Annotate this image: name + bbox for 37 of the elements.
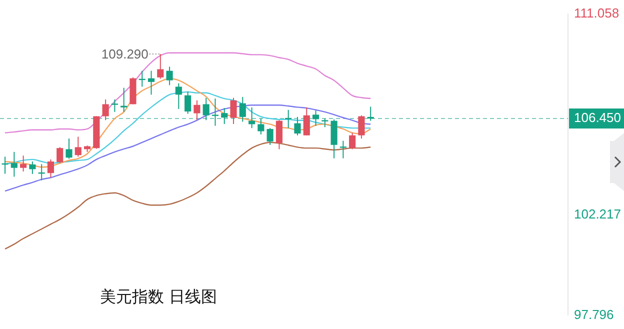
candlestick	[157, 53, 164, 80]
candlestick	[266, 128, 274, 146]
candlestick	[340, 140, 346, 159]
candlestick	[239, 96, 246, 122]
y-tick-label: 102.217	[574, 206, 621, 222]
candlestick	[212, 98, 219, 126]
candlestick	[148, 70, 155, 96]
candlestick	[120, 87, 128, 112]
candlestick	[20, 155, 27, 172]
candlestick	[358, 114, 365, 140]
candlestick	[56, 146, 64, 164]
y-tick-label: 111.058	[574, 5, 620, 20]
candlestick	[184, 90, 192, 114]
candlestick	[166, 66, 173, 86]
candlestick	[47, 158, 54, 178]
candlestick	[102, 98, 109, 121]
candlestick	[312, 110, 320, 126]
candlestick	[230, 97, 237, 124]
candlestick	[349, 132, 356, 150]
candlestick	[74, 136, 82, 158]
candlestick	[194, 100, 200, 120]
candlestick	[276, 120, 282, 150]
candlestick	[10, 151, 18, 178]
candlestick	[303, 106, 310, 136]
candlestick	[29, 160, 36, 174]
candlestick	[367, 106, 374, 122]
candlestick	[66, 138, 72, 160]
candlestick	[258, 118, 264, 135]
candlestick	[202, 97, 210, 121]
candlestick	[175, 82, 182, 110]
candlestick	[111, 98, 118, 112]
annotation: 109.290	[101, 46, 148, 62]
candlestick	[221, 108, 228, 124]
y-tick-label: 97.796	[574, 306, 614, 322]
text: 美元指数 日线图	[100, 287, 218, 308]
ref-line-label: 106.450	[574, 110, 621, 126]
candlestick	[294, 116, 301, 136]
